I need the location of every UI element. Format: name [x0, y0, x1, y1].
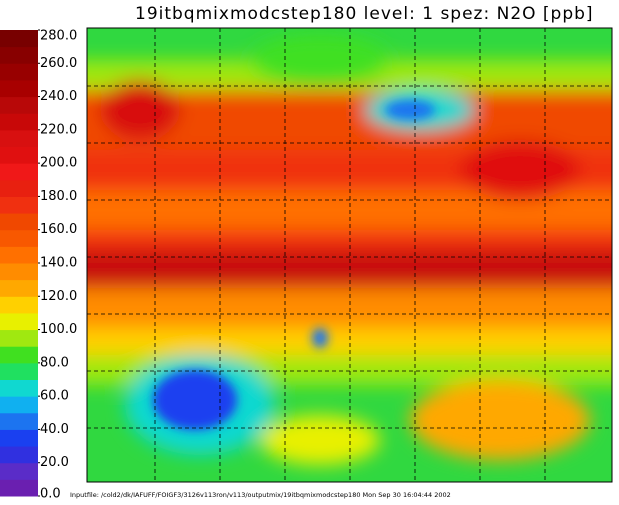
colorbar-bin — [0, 46, 38, 64]
colorbar-bin — [0, 113, 38, 131]
colorbar-label: 100.0 — [40, 322, 77, 337]
colorbar-label: 220.0 — [40, 122, 77, 137]
colorbar-bin — [0, 196, 38, 214]
field — [87, 28, 612, 482]
colorbar-label: 180.0 — [40, 189, 77, 204]
colorbar-bin — [0, 246, 38, 264]
colorbar-bin — [0, 462, 38, 480]
footer: Inputfile: /cold2/dk/IAFUFF/FOIGF3/3126v… — [70, 491, 451, 499]
colorbar-label: 80.0 — [40, 355, 69, 370]
colorbar-bin — [0, 163, 38, 181]
colorbar-bin — [0, 396, 38, 414]
colorbar-bin — [0, 179, 38, 197]
colorbar-label: 40.0 — [40, 422, 69, 437]
colorbar-bin — [0, 96, 38, 114]
colorbar-label: 140.0 — [40, 256, 77, 271]
colorbar-label: 280.0 — [40, 29, 77, 44]
colorbar-label: 120.0 — [40, 289, 77, 304]
colorbar-bin — [0, 312, 38, 331]
colorbar-bin — [0, 346, 38, 364]
colorbar-bin — [0, 146, 38, 164]
colorbar-label: 240.0 — [40, 89, 77, 104]
colorbar-label: 20.0 — [40, 455, 69, 470]
colorbar-bin — [0, 213, 38, 231]
colorbar-label: 260.0 — [40, 56, 77, 71]
colorbar-bin — [0, 263, 38, 281]
colorbar-bin — [0, 379, 38, 397]
colorbar-label: 0.0 — [40, 487, 61, 502]
map-frame — [86, 27, 613, 483]
colorbar-bin — [0, 229, 38, 247]
colorbar-label: 160.0 — [40, 222, 77, 237]
colorbar-bin — [0, 296, 38, 314]
colorbar-bin — [0, 446, 38, 464]
colorbar-bin — [0, 412, 38, 430]
colorbar-bin — [0, 129, 38, 147]
colorbar-bin — [0, 279, 38, 297]
colorbar-bin — [0, 329, 38, 347]
title: 19itbqmixmodcstep180 level: 1 spez: N2O … — [135, 4, 594, 24]
colorbar-label: 200.0 — [40, 156, 77, 171]
colorbar-bin — [0, 63, 38, 81]
colorbar-bin — [0, 362, 38, 380]
colorbar-bin — [0, 30, 38, 48]
colorbar-bin — [0, 479, 38, 497]
colorbar-label: 60.0 — [40, 389, 69, 404]
colorbar-bin — [0, 79, 38, 98]
colorbar-bin — [0, 429, 38, 447]
